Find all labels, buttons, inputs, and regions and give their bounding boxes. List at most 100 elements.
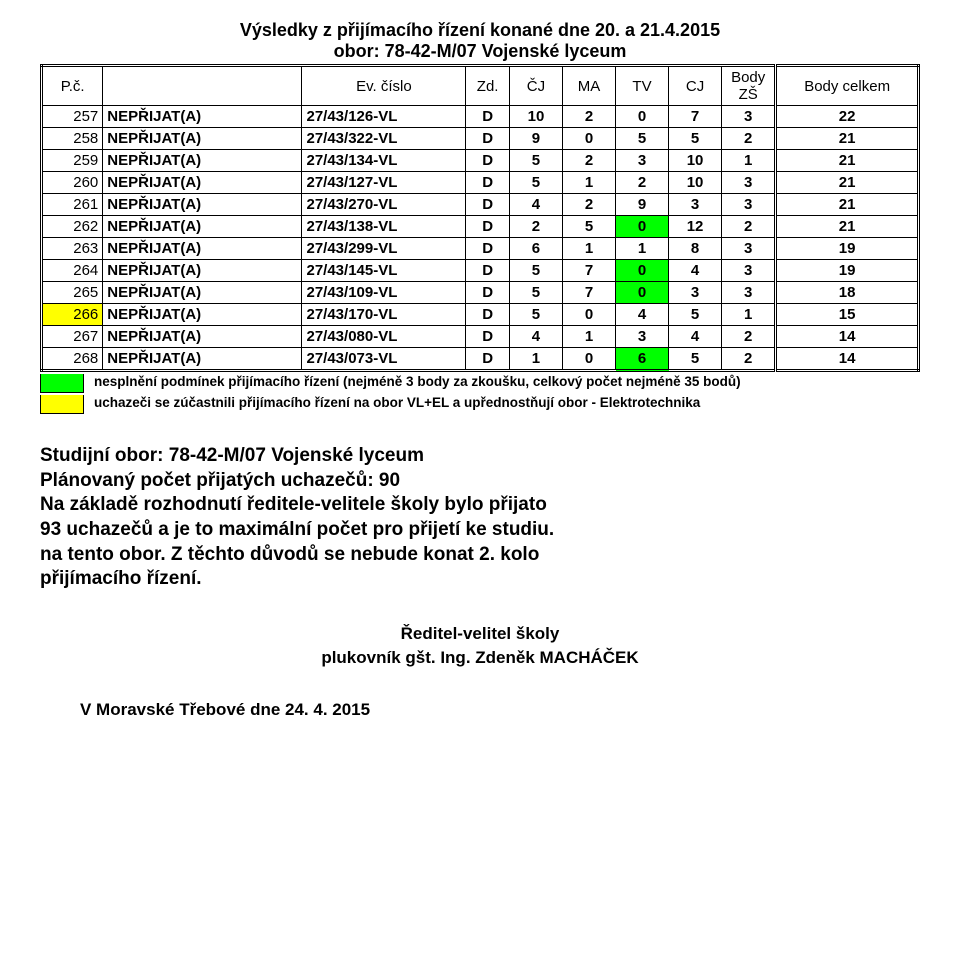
cell-total: 21 bbox=[776, 194, 919, 216]
info-l4: 93 uchazečů a je to maximální počet pro … bbox=[40, 518, 920, 543]
hdr-blank bbox=[103, 66, 302, 106]
table-row: 260NEPŘIJAT(A)27/43/127-VLD51210321 bbox=[42, 172, 919, 194]
cell-pc: 260 bbox=[42, 172, 103, 194]
swatch-green bbox=[40, 374, 84, 393]
page-subtitle: obor: 78-42-M/07 Vojenské lyceum bbox=[40, 41, 920, 62]
cell-cj: 10 bbox=[509, 106, 562, 128]
cell-ev: 27/43/322-VL bbox=[302, 128, 466, 150]
cell-zd: D bbox=[466, 326, 510, 348]
table-row: 262NEPŘIJAT(A)27/43/138-VLD25012221 bbox=[42, 216, 919, 238]
cell-cj: 5 bbox=[509, 150, 562, 172]
cell-status: NEPŘIJAT(A) bbox=[103, 128, 302, 150]
cell-total: 21 bbox=[776, 172, 919, 194]
legend: nesplnění podmínek přijímacího řízení (n… bbox=[40, 374, 920, 414]
cell-pc: 265 bbox=[42, 282, 103, 304]
cell-ma: 1 bbox=[562, 172, 615, 194]
cell-status: NEPŘIJAT(A) bbox=[103, 348, 302, 371]
cell-ma: 7 bbox=[562, 260, 615, 282]
cell-ma: 2 bbox=[562, 150, 615, 172]
cell-ev: 27/43/145-VL bbox=[302, 260, 466, 282]
cell-total: 15 bbox=[776, 304, 919, 326]
cell-cjaz: 5 bbox=[669, 348, 722, 371]
cell-status: NEPŘIJAT(A) bbox=[103, 106, 302, 128]
cell-pc: 264 bbox=[42, 260, 103, 282]
table-row: 263NEPŘIJAT(A)27/43/299-VLD6118319 bbox=[42, 238, 919, 260]
cell-ma: 1 bbox=[562, 326, 615, 348]
cell-total: 14 bbox=[776, 326, 919, 348]
cell-tv: 0 bbox=[616, 106, 669, 128]
cell-cjaz: 3 bbox=[669, 282, 722, 304]
cell-ev: 27/43/299-VL bbox=[302, 238, 466, 260]
cell-pc: 268 bbox=[42, 348, 103, 371]
cell-status: NEPŘIJAT(A) bbox=[103, 150, 302, 172]
cell-bodyzs: 2 bbox=[722, 348, 776, 371]
cell-ev: 27/43/127-VL bbox=[302, 172, 466, 194]
table-row: 266NEPŘIJAT(A)27/43/170-VLD5045115 bbox=[42, 304, 919, 326]
cell-status: NEPŘIJAT(A) bbox=[103, 282, 302, 304]
cell-tv: 3 bbox=[616, 326, 669, 348]
hdr-cj: ČJ bbox=[509, 66, 562, 106]
cell-pc: 262 bbox=[42, 216, 103, 238]
cell-cjaz: 7 bbox=[669, 106, 722, 128]
cell-status: NEPŘIJAT(A) bbox=[103, 238, 302, 260]
hdr-zd: Zd. bbox=[466, 66, 510, 106]
cell-tv: 2 bbox=[616, 172, 669, 194]
cell-status: NEPŘIJAT(A) bbox=[103, 216, 302, 238]
page-title: Výsledky z přijímacího řízení konané dne… bbox=[40, 20, 920, 41]
cell-bodyzs: 1 bbox=[722, 304, 776, 326]
hdr-ev: Ev. číslo bbox=[302, 66, 466, 106]
cell-zd: D bbox=[466, 128, 510, 150]
legend-text-yellow: uchazeči se zúčastnili přijímacího řízen… bbox=[94, 395, 700, 410]
cell-tv: 3 bbox=[616, 150, 669, 172]
cell-bodyzs: 3 bbox=[722, 260, 776, 282]
cell-cj: 4 bbox=[509, 326, 562, 348]
info-l2: Plánovaný počet přijatých uchazečů: 90 bbox=[40, 469, 920, 494]
cell-cj: 5 bbox=[509, 282, 562, 304]
cell-total: 21 bbox=[776, 128, 919, 150]
cell-cj: 6 bbox=[509, 238, 562, 260]
cell-bodyzs: 3 bbox=[722, 238, 776, 260]
cell-cj: 9 bbox=[509, 128, 562, 150]
cell-zd: D bbox=[466, 260, 510, 282]
cell-cj: 5 bbox=[509, 260, 562, 282]
cell-ev: 27/43/109-VL bbox=[302, 282, 466, 304]
cell-zd: D bbox=[466, 150, 510, 172]
cell-pc: 261 bbox=[42, 194, 103, 216]
cell-ev: 27/43/126-VL bbox=[302, 106, 466, 128]
cell-total: 14 bbox=[776, 348, 919, 371]
cell-status: NEPŘIJAT(A) bbox=[103, 194, 302, 216]
cell-zd: D bbox=[466, 106, 510, 128]
cell-pc: 257 bbox=[42, 106, 103, 128]
cell-tv: 0 bbox=[616, 216, 669, 238]
table-row: 261NEPŘIJAT(A)27/43/270-VLD4293321 bbox=[42, 194, 919, 216]
cell-cjaz: 4 bbox=[669, 260, 722, 282]
cell-zd: D bbox=[466, 194, 510, 216]
hdr-ma: MA bbox=[562, 66, 615, 106]
cell-bodyzs: 3 bbox=[722, 282, 776, 304]
table-row: 259NEPŘIJAT(A)27/43/134-VLD52310121 bbox=[42, 150, 919, 172]
table-row: 257NEPŘIJAT(A)27/43/126-VLD10207322 bbox=[42, 106, 919, 128]
hdr-tv: TV bbox=[616, 66, 669, 106]
cell-ma: 2 bbox=[562, 194, 615, 216]
cell-total: 19 bbox=[776, 238, 919, 260]
legend-text-green: nesplnění podmínek přijímacího řízení (n… bbox=[94, 374, 741, 389]
cell-cjaz: 8 bbox=[669, 238, 722, 260]
cell-zd: D bbox=[466, 238, 510, 260]
cell-ma: 2 bbox=[562, 106, 615, 128]
cell-cjaz: 12 bbox=[669, 216, 722, 238]
cell-cjaz: 5 bbox=[669, 304, 722, 326]
header-row: P.č. Ev. číslo Zd. ČJ MA TV CJ Body ZŠ B… bbox=[42, 66, 919, 106]
footer-date: V Moravské Třebové dne 24. 4. 2015 bbox=[80, 700, 920, 720]
cell-pc: 259 bbox=[42, 150, 103, 172]
cell-tv: 0 bbox=[616, 260, 669, 282]
cell-status: NEPŘIJAT(A) bbox=[103, 304, 302, 326]
cell-cjaz: 4 bbox=[669, 326, 722, 348]
legend-row-yellow: uchazeči se zúčastnili přijímacího řízen… bbox=[40, 395, 920, 414]
cell-ev: 27/43/270-VL bbox=[302, 194, 466, 216]
cell-bodyzs: 3 bbox=[722, 194, 776, 216]
cell-pc: 266 bbox=[42, 304, 103, 326]
cell-bodyzs: 3 bbox=[722, 172, 776, 194]
cell-ma: 0 bbox=[562, 128, 615, 150]
cell-zd: D bbox=[466, 282, 510, 304]
cell-status: NEPŘIJAT(A) bbox=[103, 260, 302, 282]
